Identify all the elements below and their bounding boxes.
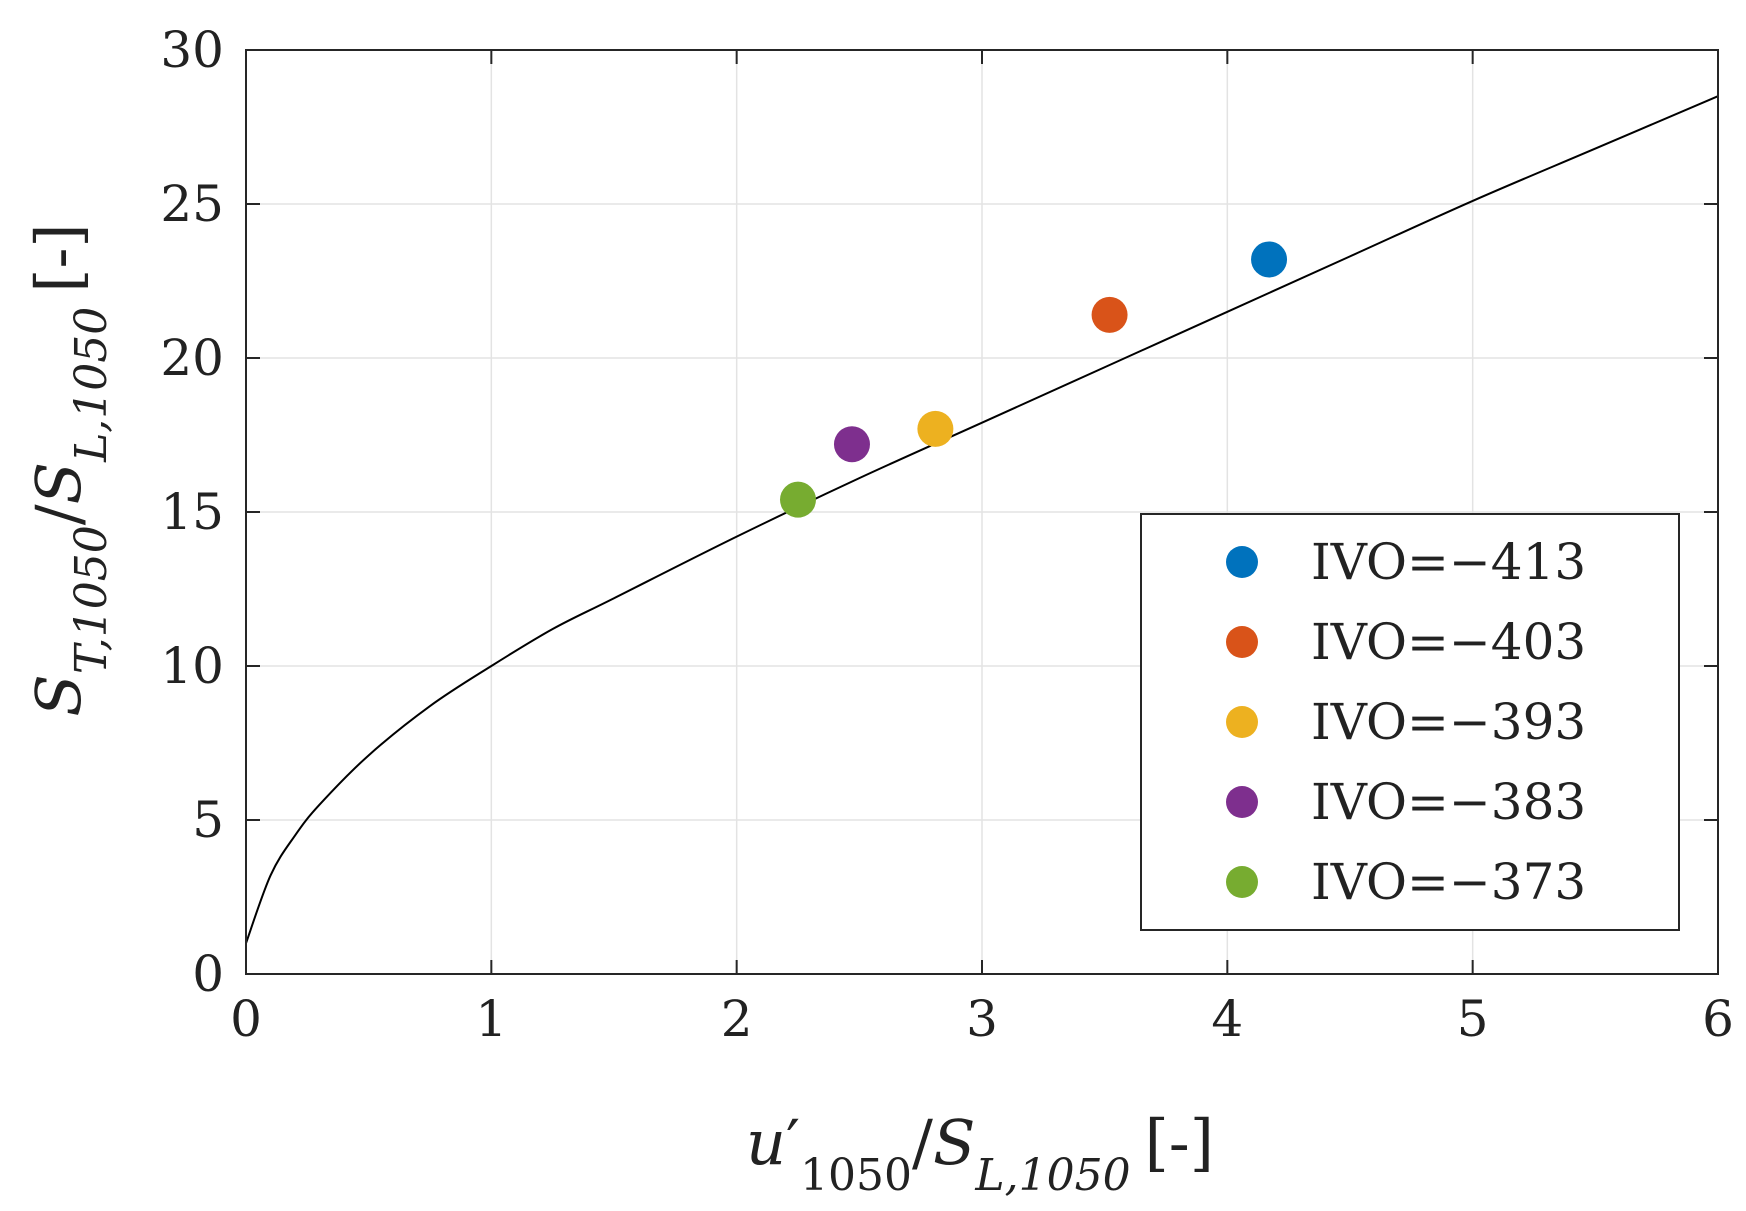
axis-ticks: [245, 49, 1719, 975]
x-tick-label: 1: [475, 990, 507, 1048]
x-axis-title-u: u: [746, 1106, 786, 1179]
x-tick-label: 6: [1702, 990, 1734, 1048]
y-tick-label: 10: [160, 637, 224, 695]
x-axis-title: u′1050/SL,1050 [-]: [746, 1106, 1214, 1201]
x-axis-title-sub2: L,1050: [974, 1150, 1130, 1201]
legend-marker: [1226, 706, 1258, 738]
y-tick-label: 30: [160, 21, 224, 79]
data-point: [1091, 296, 1128, 333]
data-points-layer: [780, 241, 1288, 518]
y-tick-label: 0: [192, 945, 224, 1003]
x-tick-label: 3: [966, 990, 998, 1048]
y-axis-title-unit: [-]: [22, 223, 95, 292]
y-axis-title-slash: /: [22, 504, 95, 525]
y-tick-label: 15: [160, 483, 224, 541]
y-tick-label: 5: [192, 791, 224, 849]
x-tick-label: 2: [721, 990, 753, 1048]
y-axis-title-s1: S: [22, 674, 95, 716]
y-axis-title-s2: S: [22, 462, 95, 504]
data-point: [917, 410, 954, 447]
x-tick-label: 0: [230, 990, 262, 1048]
x-axis-title-s: S: [933, 1106, 975, 1179]
y-tick-label: 25: [160, 175, 224, 233]
y-tick-label: 20: [160, 329, 224, 387]
legend-marker: [1226, 546, 1258, 578]
data-point: [833, 426, 870, 463]
x-axis-title-slash: /: [912, 1106, 933, 1179]
y-axis-title: ST,1050/SL,1050[-]: [22, 223, 117, 716]
y-axis-title-sub1: T,1050: [66, 525, 117, 674]
x-axis-title-unit: [-]: [1145, 1106, 1214, 1179]
y-tick-labels: 0 5 10 15 20 25 30: [160, 21, 224, 1003]
x-axis-title-sub1: 1050: [800, 1150, 912, 1201]
data-point: [1251, 241, 1288, 278]
legend-marker: [1226, 626, 1258, 658]
x-tick-label: 4: [1211, 990, 1243, 1048]
legend: IVO=−413 IVO=−403 IVO=−393 IVO=−383 IVO=−373: [1140, 513, 1680, 931]
legend-label: IVO=−413: [1311, 533, 1586, 591]
x-tick-label: 5: [1457, 990, 1489, 1048]
data-point: [780, 481, 816, 518]
legend-label: IVO=−373: [1311, 853, 1586, 911]
x-tick-labels: 0 1 2 3 4 5 6: [230, 990, 1734, 1048]
legend-label: IVO=−403: [1311, 613, 1586, 671]
x-axis-title-prime: ′: [786, 1106, 800, 1179]
legend-label: IVO=−393: [1311, 693, 1586, 751]
legend-label: IVO=−383: [1311, 773, 1586, 831]
legend-marker: [1226, 786, 1258, 818]
y-axis-title-sub2: L,1050: [66, 307, 117, 463]
legend-marker: [1226, 866, 1258, 898]
